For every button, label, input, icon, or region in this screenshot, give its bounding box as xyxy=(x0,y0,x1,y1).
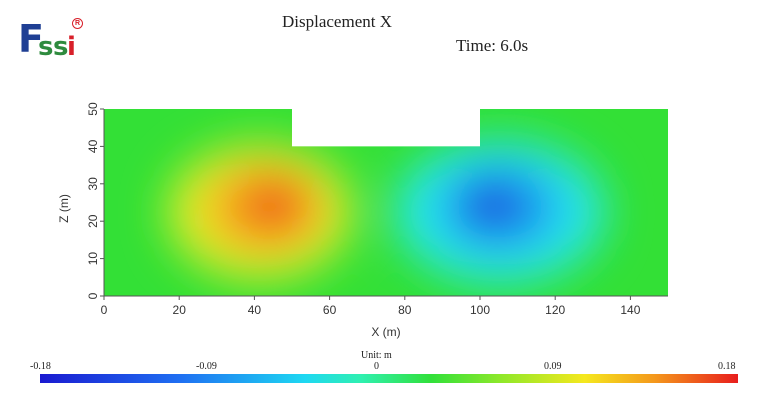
x-tick-label: 0 xyxy=(101,303,108,317)
x-tick-label: 120 xyxy=(545,303,565,317)
y-tick-label: 50 xyxy=(86,102,100,116)
x-tick-label: 20 xyxy=(173,303,187,317)
colorbar xyxy=(40,374,738,383)
colorbar-tick-label: 0.09 xyxy=(544,361,562,372)
colorbar-tick-label: 0.18 xyxy=(718,361,736,372)
x-tick-label: 40 xyxy=(248,303,262,317)
colorbar-tick-label: -0.09 xyxy=(196,361,217,372)
x-tick-label: 80 xyxy=(398,303,412,317)
x-tick-label: 100 xyxy=(470,303,490,317)
x-axis-label: X (m) xyxy=(371,325,400,339)
x-tick-label: 140 xyxy=(620,303,640,317)
axes: 0 20 40 60 80 100 120 140 0 10 20 30 40 50 X (m) Z (m) xyxy=(57,102,668,339)
unit-label: Unit: m xyxy=(361,350,392,361)
positive-peak xyxy=(245,181,305,229)
y-tick-label: 30 xyxy=(86,177,100,191)
negative-peak xyxy=(462,181,522,229)
colorbar-tick-label: 0 xyxy=(374,361,379,372)
x-tick-label: 60 xyxy=(323,303,337,317)
y-tick-label: 40 xyxy=(86,139,100,153)
colorbar-tick-label: -0.18 xyxy=(30,361,51,372)
time-label: Time: 6.0s xyxy=(456,36,529,55)
plot-title: Displacement X xyxy=(282,12,392,31)
heatmap-field xyxy=(104,109,668,296)
registered-mark-icon: R xyxy=(72,18,83,29)
y-axis-label: Z (m) xyxy=(57,194,71,223)
y-tick-label: 20 xyxy=(86,214,100,228)
y-tick-label: 10 xyxy=(86,252,100,266)
fssi-logo: F s s i R xyxy=(18,18,83,64)
y-tick-label: 0 xyxy=(86,292,100,299)
